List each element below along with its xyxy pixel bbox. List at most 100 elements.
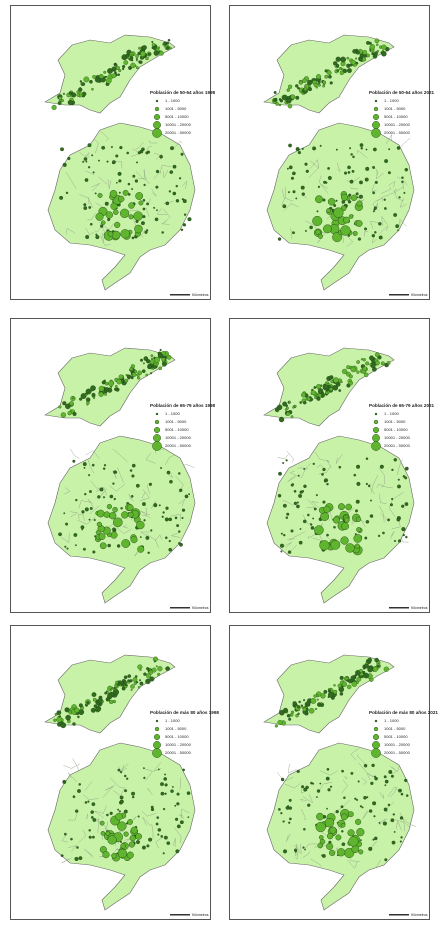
population-symbol — [359, 839, 362, 841]
population-symbol — [76, 846, 79, 849]
population-symbol — [157, 828, 162, 832]
population-symbol — [348, 214, 354, 219]
population-symbol — [286, 88, 290, 92]
boundary — [165, 454, 176, 466]
population-symbol — [163, 835, 168, 840]
population-symbol — [317, 80, 321, 84]
population-symbol — [142, 502, 146, 506]
population-symbol — [137, 51, 141, 56]
population-symbol — [382, 821, 387, 826]
population-symbol — [74, 707, 80, 713]
boundary — [376, 484, 385, 489]
population-symbol — [175, 199, 180, 203]
population-symbol — [273, 91, 277, 94]
population-symbol — [70, 837, 73, 841]
population-symbol — [316, 796, 318, 798]
population-symbol — [293, 489, 297, 493]
population-symbol — [387, 171, 391, 175]
population-symbol — [61, 854, 64, 857]
boundary — [179, 777, 181, 790]
population-symbol — [299, 401, 303, 404]
legend-symbol — [154, 726, 160, 732]
population-symbol — [297, 712, 300, 715]
population-symbol — [162, 361, 167, 367]
population-symbol — [356, 828, 365, 837]
population-symbol — [308, 707, 315, 714]
legend-symbol — [371, 128, 381, 138]
legend-label: 1001 - 5000 — [165, 726, 187, 731]
population-symbol — [335, 63, 340, 68]
region-south — [47, 122, 196, 291]
population-symbol — [327, 390, 330, 394]
population-symbol — [126, 851, 134, 859]
population-symbol — [318, 835, 324, 840]
population-symbol — [91, 692, 97, 697]
legend-title: Población de 65-79 años 2021 — [369, 403, 435, 408]
population-symbol — [387, 803, 391, 807]
population-symbol — [182, 199, 187, 204]
population-symbol — [92, 697, 97, 702]
legend-label: 10001 - 20000 — [384, 435, 411, 440]
population-symbol — [60, 412, 67, 418]
population-symbol — [335, 148, 338, 151]
population-symbol — [332, 516, 340, 524]
population-symbol — [302, 846, 305, 849]
population-symbol — [136, 520, 145, 530]
population-symbol — [107, 543, 111, 548]
population-symbol — [98, 159, 100, 162]
boundary — [289, 470, 301, 478]
boundary — [341, 779, 348, 794]
population-symbol — [312, 782, 315, 785]
population-symbol — [114, 387, 118, 392]
population-symbol — [358, 849, 364, 855]
population-symbol — [100, 220, 106, 225]
population-symbol — [404, 466, 409, 471]
population-symbol — [109, 494, 114, 499]
population-symbol — [302, 78, 307, 84]
population-symbol — [297, 86, 300, 90]
legend-symbol — [152, 441, 162, 451]
population-symbol — [392, 813, 395, 816]
boundary — [388, 181, 396, 188]
boundary — [147, 788, 153, 795]
population-symbol — [282, 94, 288, 101]
boundary — [146, 145, 152, 154]
population-symbol — [160, 835, 164, 838]
population-symbol — [162, 807, 166, 811]
population-symbol — [289, 817, 292, 821]
legend-symbol — [152, 748, 162, 758]
population-symbol — [137, 664, 143, 670]
population-symbol — [117, 821, 127, 831]
population-symbol — [296, 769, 300, 773]
boundary — [385, 134, 392, 145]
population-symbol — [106, 504, 112, 510]
population-symbol — [352, 155, 355, 159]
boundary — [100, 131, 109, 141]
boundary — [378, 467, 385, 485]
population-symbol — [116, 544, 121, 548]
population-symbol — [350, 194, 358, 201]
population-symbol — [117, 808, 120, 811]
boundary — [122, 525, 129, 529]
boundary — [302, 514, 312, 525]
population-symbol — [139, 50, 146, 57]
population-symbol — [326, 842, 334, 850]
population-symbol — [278, 416, 285, 423]
legend-label: 20001 - 50000 — [384, 443, 411, 448]
population-symbol — [136, 376, 141, 380]
boundary — [396, 820, 402, 831]
population-symbol — [176, 824, 181, 829]
boundary — [381, 215, 388, 227]
population-symbol — [367, 666, 373, 673]
population-symbol — [131, 474, 135, 478]
population-symbol — [303, 87, 308, 91]
population-symbol — [285, 406, 289, 410]
population-symbol — [329, 785, 333, 788]
population-symbol — [340, 225, 351, 236]
population-symbol — [355, 499, 360, 504]
population-symbol — [340, 380, 343, 384]
population-symbol — [376, 50, 379, 53]
population-symbol — [97, 495, 101, 499]
population-symbol — [346, 684, 352, 690]
population-symbol — [156, 209, 158, 212]
